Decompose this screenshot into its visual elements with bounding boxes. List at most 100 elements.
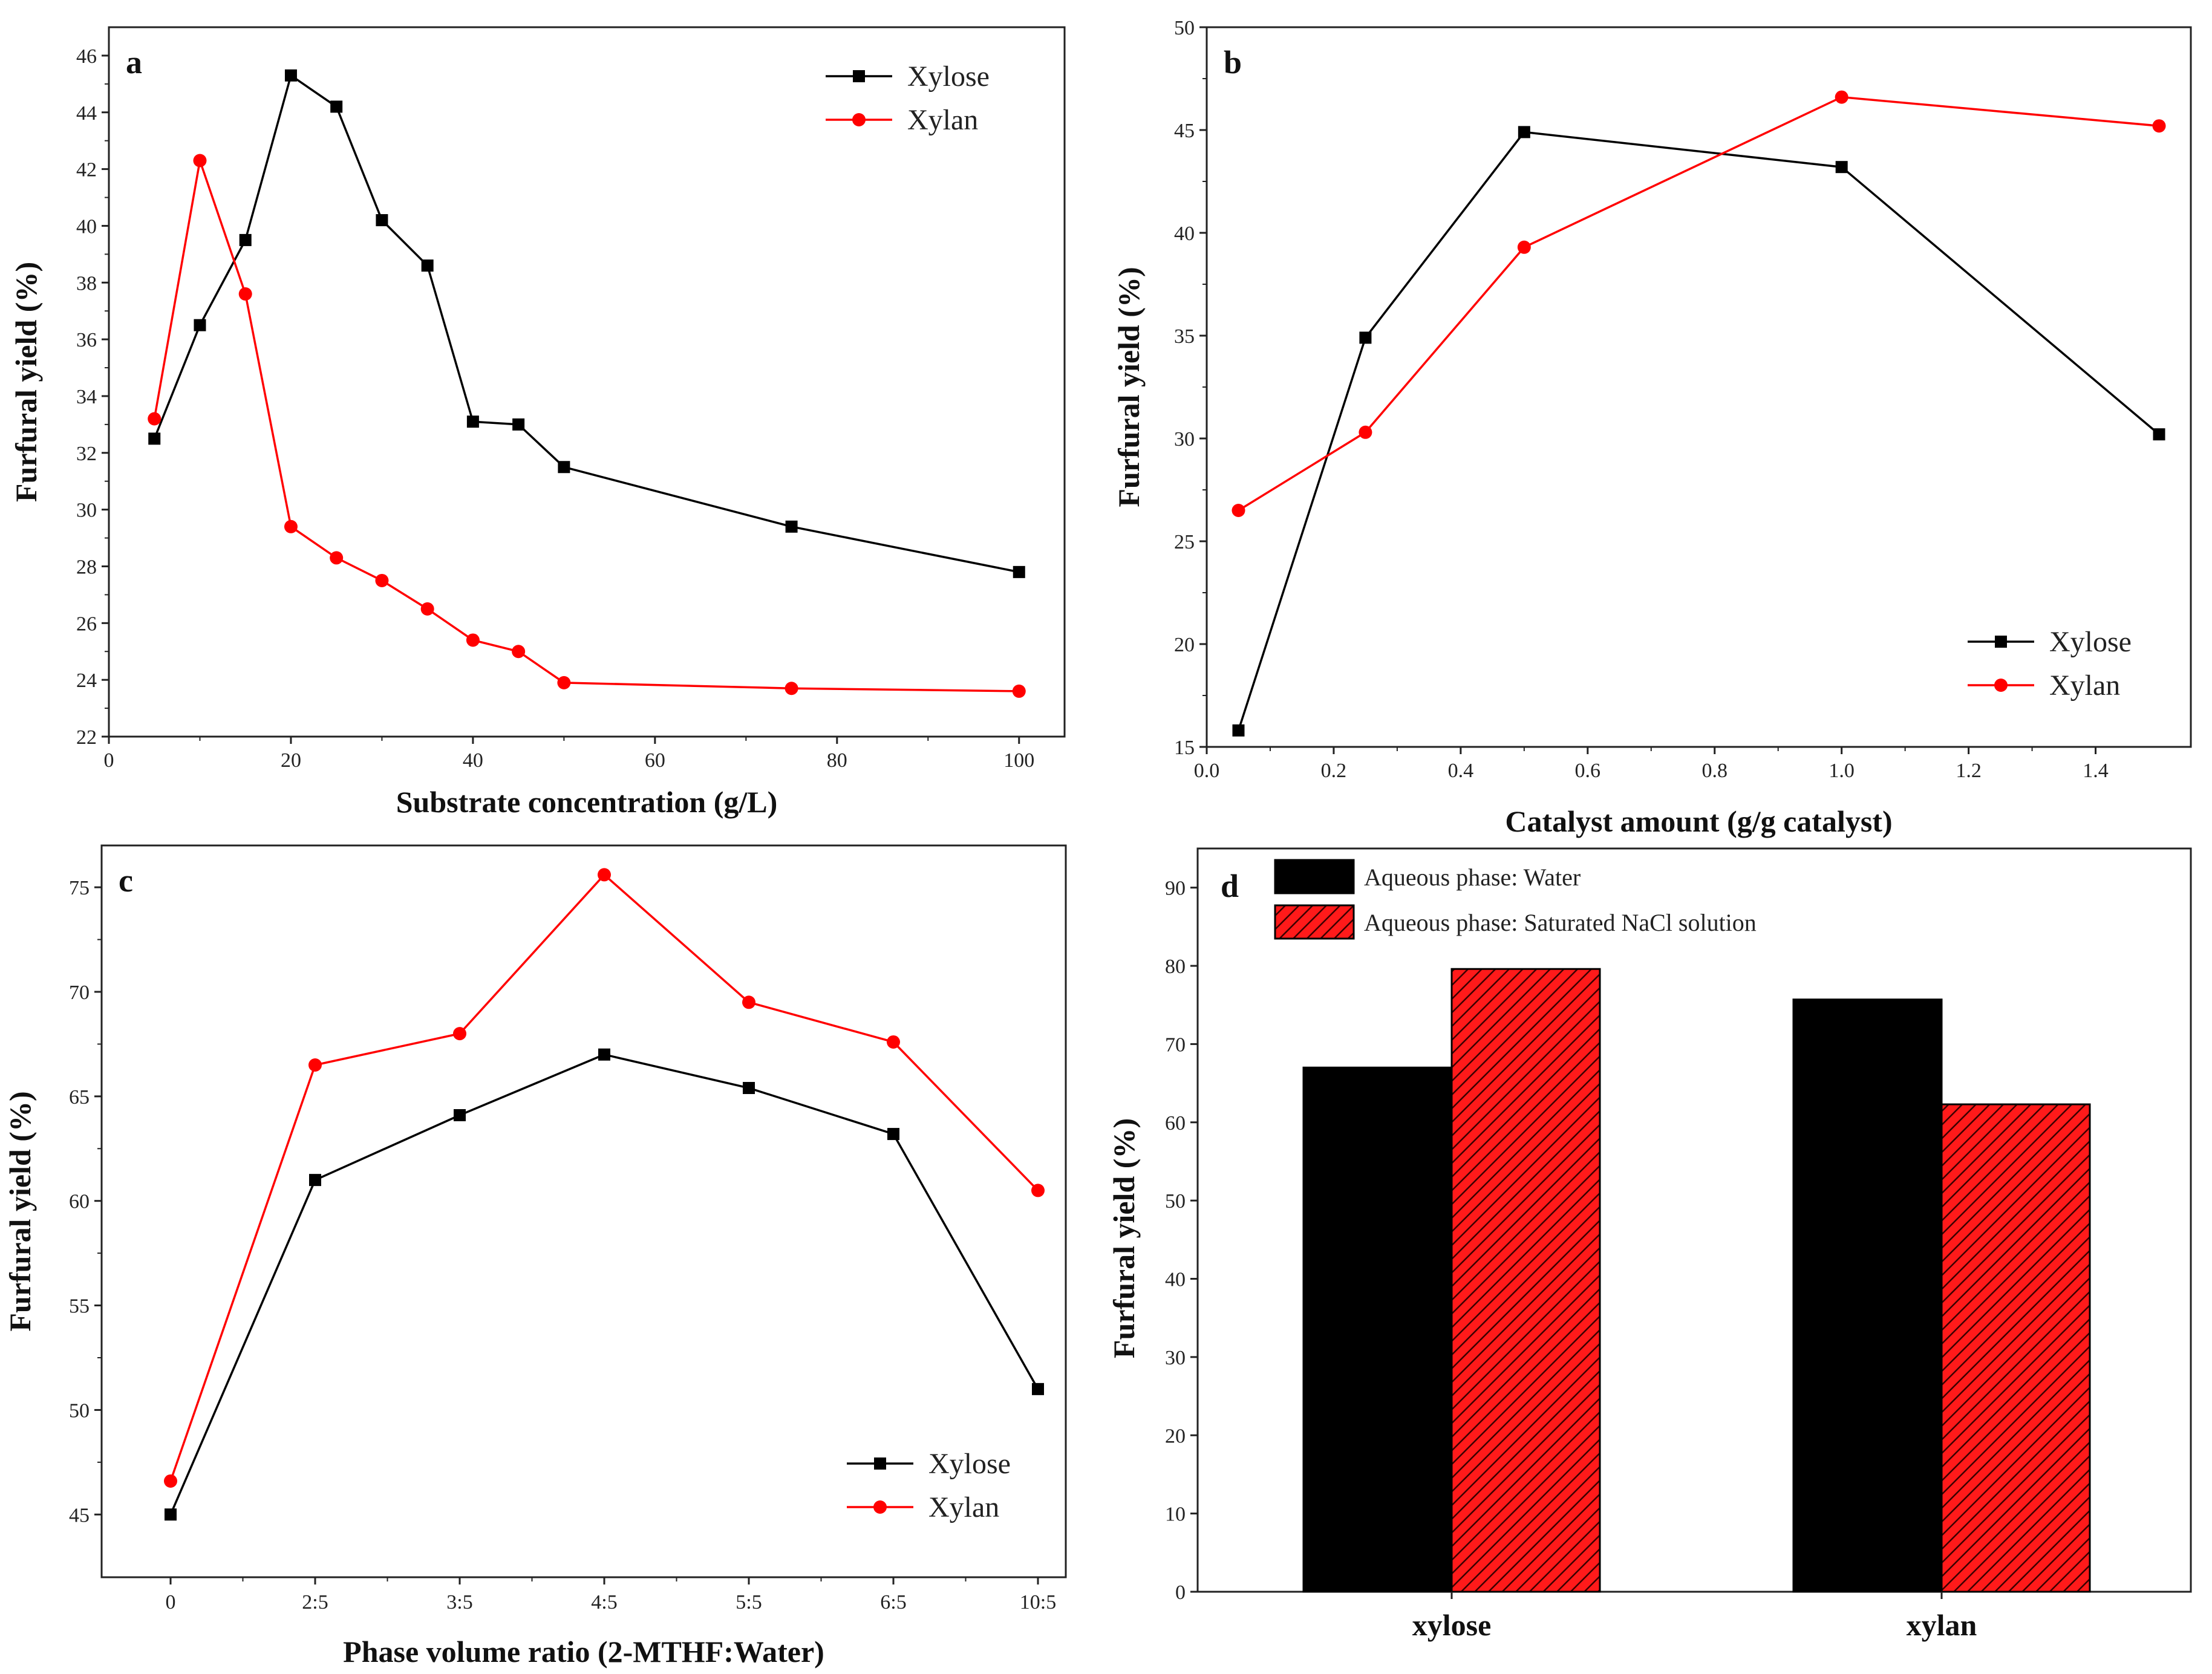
y-tick-label: 45 [69, 1504, 90, 1526]
y-tick-label: 50 [1174, 17, 1195, 39]
y-tick-label: 15 [1174, 737, 1195, 759]
data-point-xylan [466, 633, 480, 647]
bar-xylan-nacl [1940, 1103, 2091, 1593]
legend-label-water: Aqueous phase: Water [1364, 864, 1581, 891]
y-tick-label: 70 [69, 982, 90, 1004]
data-point-xylan [1012, 684, 1026, 698]
y-tick-label: 40 [76, 215, 97, 238]
legend-label-xylose: Xylose [907, 60, 990, 93]
y-axis-title: Furfural yield (%) [1107, 1118, 1141, 1358]
data-point-xylose [309, 1174, 321, 1187]
y-tick-label: 30 [1165, 1347, 1186, 1369]
x-tick-label: 60 [645, 749, 665, 772]
y-tick-label: 42 [76, 159, 97, 181]
y-tick-label: 50 [1165, 1190, 1186, 1213]
plot-frame [100, 844, 1067, 1578]
series-line-xylan [153, 160, 1019, 692]
legend-swatch [1274, 859, 1355, 894]
series-line-xylan [169, 873, 1039, 1482]
plot-frame [1206, 26, 2192, 748]
data-point-xylose [1032, 1383, 1044, 1395]
data-point-xylose [743, 1082, 755, 1095]
y-axis-title: Furfural yield (%) [3, 1091, 37, 1331]
x-tick-label: 0.8 [1701, 760, 1728, 782]
plot-frame [1196, 847, 2192, 1593]
panel-a-chart: 22 24 26 28 30 32 34 36 38 40 42 44 46 0 20 40 60 80 100 Su… [9, 26, 1066, 819]
y-tick-label: 34 [76, 386, 97, 408]
bar-xylose-nacl [1450, 968, 1601, 1593]
x-tick-label: 1.2 [1956, 760, 1982, 782]
y-tick-label: 40 [1174, 223, 1195, 245]
series-line-xylose [153, 73, 1020, 573]
y-tick-label: 32 [76, 443, 97, 465]
y-tick-label: 0 [1175, 1581, 1186, 1604]
panel-letter: c [119, 862, 133, 899]
data-point-xylose [2153, 428, 2165, 441]
x-tick-label: 1.4 [2083, 760, 2109, 782]
data-point-xylan [164, 1474, 177, 1488]
y-tick-label: 38 [76, 272, 97, 295]
data-point-xylan [557, 676, 571, 689]
data-point-xylan [2152, 119, 2166, 133]
data-point-xylose [1359, 331, 1372, 344]
legend-marker [852, 113, 866, 126]
y-tick-label: 25 [1174, 531, 1195, 553]
data-point-xylose [165, 1508, 177, 1521]
data-point-xylose [148, 432, 161, 445]
data-point-xylose [1232, 724, 1245, 737]
legend-label-xylan: Xylan [2049, 669, 2120, 702]
data-point-xylan [238, 287, 252, 301]
legend-marker [853, 70, 865, 82]
x-tick-label: 0 [104, 749, 114, 772]
y-tick-label: 60 [1165, 1112, 1186, 1135]
data-point-xylan [375, 573, 389, 587]
y-tick-label: 20 [1174, 634, 1195, 656]
y-tick-label: 40 [1165, 1269, 1186, 1291]
data-point-xylose [284, 69, 297, 82]
data-point-xylan [1031, 1184, 1045, 1197]
x-tick-label: 20 [281, 749, 301, 772]
y-tick-label: 55 [69, 1295, 90, 1318]
x-axis-title: Phase volume ratio (2-MTHF:Water) [343, 1635, 824, 1669]
legend-marker [874, 1457, 886, 1470]
bar-xylose-water [1302, 1066, 1453, 1593]
y-axis-title: Furfural yield (%) [9, 262, 43, 502]
data-point-xylan [308, 1058, 322, 1072]
series-line-xylose [169, 1053, 1039, 1515]
x-tick-label: 6:5 [880, 1591, 906, 1614]
y-tick-label: 65 [69, 1086, 90, 1109]
legend-label-xylose: Xylose [928, 1448, 1011, 1480]
data-point-xylan [512, 645, 526, 659]
x-tick-label: 0.4 [1448, 760, 1474, 782]
y-tick-label: 30 [76, 500, 97, 522]
x-tick-label: 4:5 [591, 1591, 617, 1614]
y-tick-label: 22 [76, 726, 97, 749]
data-point-xylose [1518, 126, 1530, 138]
y-tick-label: 90 [1165, 878, 1186, 900]
data-point-xylan [330, 551, 344, 565]
legend-marker [1995, 636, 2007, 648]
legend-swatch [1274, 904, 1355, 940]
y-tick-label: 24 [76, 669, 97, 692]
y-tick-label: 26 [76, 613, 97, 635]
data-point-xylose [512, 418, 525, 431]
x-tick-label: 0 [166, 1591, 176, 1614]
data-point-xylose [1835, 161, 1848, 174]
data-point-xylose [785, 520, 798, 533]
bar-xylan-water [1792, 998, 1943, 1593]
x-tick-label: 0.2 [1321, 760, 1347, 782]
data-point-xylan [1232, 504, 1245, 517]
y-tick-label: 46 [76, 45, 97, 68]
y-tick-label: 70 [1165, 1034, 1186, 1056]
y-axis-title: Furfural yield (%) [1112, 267, 1146, 507]
panel-letter: d [1221, 868, 1239, 904]
panel-letter: a [126, 44, 142, 80]
x-tick-label: 100 [1003, 749, 1034, 772]
data-point-xylan [887, 1035, 900, 1049]
y-tick-label: 50 [69, 1399, 90, 1422]
y-tick-label: 28 [76, 556, 97, 578]
data-point-xylose [239, 233, 252, 246]
data-point-xylan [193, 154, 207, 168]
data-point-xylose [598, 1048, 610, 1061]
